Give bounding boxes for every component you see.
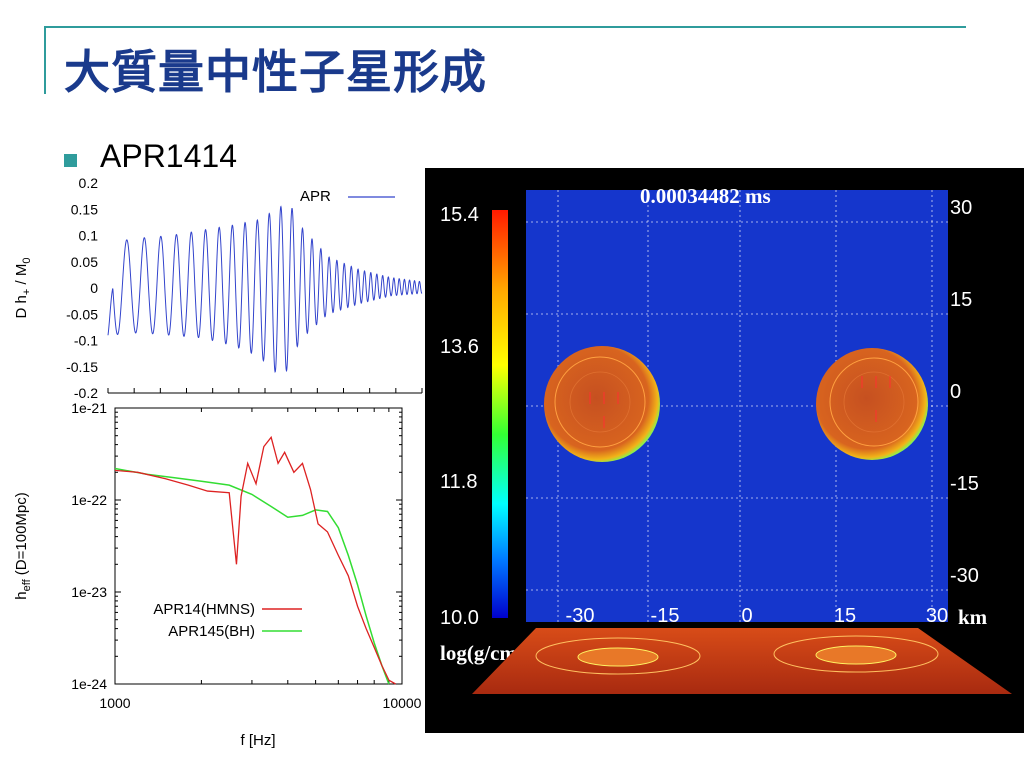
spectrum-x-label: f [Hz]: [240, 732, 275, 749]
spectrum-y-tick-label: 1e-24: [71, 676, 107, 692]
spectrum-y-label: heff (D=100Mpc): [13, 492, 33, 600]
surface-plane: [472, 628, 1012, 694]
colorbar-tick-max: 15.4: [440, 204, 479, 226]
sim-y-tick-30: 30: [950, 197, 972, 219]
star-left-contour: [554, 356, 646, 448]
star-right-envelope: [816, 348, 928, 460]
waveform-legend-label: APR: [300, 188, 331, 205]
waveform-series-apr: [107, 205, 423, 374]
spectrum-legend-label-hmns: APR14(HMNS): [153, 601, 255, 618]
spectrum-x-tick-label: 1000: [99, 695, 130, 711]
slide-title: 大質量中性子星形成: [64, 45, 487, 99]
bullet-text: APR1414: [100, 138, 237, 174]
spectrum-y-tick-label: 1e-21: [71, 400, 107, 416]
spectrum-y-tick-label: 1e-23: [71, 584, 107, 600]
waveform-y-tick-label: 0.05: [71, 254, 98, 270]
colorbar-tick-min: 10.0: [440, 607, 479, 629]
sim-x-tick-0: 0: [741, 605, 752, 627]
sim-x-tick-30: 30: [926, 605, 948, 627]
sim-y-tick-0: 0: [950, 381, 961, 403]
star-left-contour-inner: [569, 371, 631, 433]
spectrum-series-bh: [114, 467, 390, 685]
waveform-y-ticks: 0.2 0.15 0.1 0.05 0 -0.05 -0.1 -0.15 -0.2: [66, 175, 423, 401]
sim-y-tick-m30: -30: [950, 565, 979, 587]
spectrum-y-ticks: 1e-21 1e-22 1e-23 1e-24: [71, 400, 402, 692]
colorbar: [492, 210, 508, 618]
sim-y-tick-m15: -15: [950, 473, 979, 495]
simulation-time: 0.00034482 ms: [640, 184, 771, 208]
surface-peak-right-inner: [815, 645, 897, 665]
sim-y-tick-15: 15: [950, 289, 972, 311]
spectrum-x-tick-label: 10000: [383, 695, 422, 711]
surface-peak-right: [773, 635, 939, 673]
waveform-legend: APR: [300, 188, 395, 205]
title-rule: [44, 26, 966, 28]
spectrum-plot-area: [114, 407, 403, 685]
waveform-y-tick-label: -0.2: [74, 385, 98, 401]
star-left-envelope: [544, 346, 660, 462]
waveform-y-tick-label: 0.15: [71, 201, 98, 217]
colorbar-tick-2: 13.6: [440, 336, 479, 358]
waveform-y-tick-label: -0.05: [66, 306, 98, 322]
spectrum-legend-label-bh: APR145(BH): [168, 623, 255, 640]
waveform-chart: 0.2 0.15 0.1 0.05 0 -0.05 -0.1 -0.15 -0.2 APR D …: [13, 175, 423, 401]
spectrum-chart: 1e-21 1e-22 1e-23 1e-24 1000 10000 APR14(HMN…: [13, 400, 422, 749]
star-right-contour: [829, 357, 919, 447]
star-right-contour-inner: [843, 371, 905, 433]
waveform-y-tick-label: -0.15: [66, 359, 98, 375]
spectrum-y-tick-label: 1e-22: [71, 492, 107, 508]
sim-x-tick-m15: -15: [651, 605, 680, 627]
velocity-arrows: [589, 376, 891, 428]
surface-peak-left: [535, 637, 701, 675]
waveform-y-tick-label: 0: [90, 280, 98, 296]
title-accent-bar: [44, 26, 46, 94]
waveform-y-label: D h+ / M0: [13, 258, 33, 319]
colorbar-tick-3: 11.8: [440, 471, 477, 493]
waveform-y-tick-label: 0.1: [79, 228, 99, 244]
density-surface-3d: [472, 628, 1012, 694]
sim-x-tick-15: 15: [834, 605, 856, 627]
neutron-star-right: [816, 348, 928, 460]
neutron-star-left: [544, 346, 660, 462]
surface-peak-left-inner: [577, 647, 659, 667]
spectrum-series-hmns: [114, 435, 396, 685]
spectrum-legend: APR14(HMNS) APR145(BH): [153, 601, 302, 640]
sim-x-tick-m30: -30: [566, 605, 595, 627]
simulation-panel: 15.4 13.6 11.8 10.0 log(g/cm^3) 0.000344…: [425, 168, 1024, 733]
waveform-y-tick-label: -0.1: [74, 333, 98, 349]
waveform-y-tick-label: 0.2: [79, 175, 99, 191]
sim-x-unit: km: [958, 605, 988, 629]
bullet-square-icon: [64, 154, 77, 167]
